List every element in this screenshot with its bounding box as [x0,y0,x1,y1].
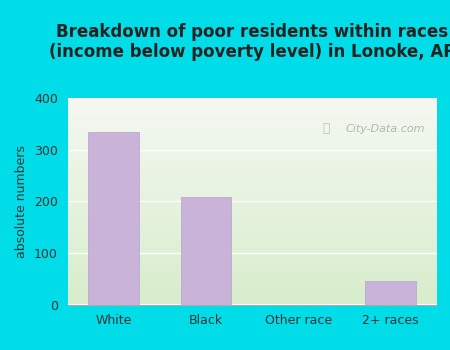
Text: City-Data.com: City-Data.com [346,124,425,134]
Bar [88,132,139,304]
Bar [180,197,231,304]
Bar [365,281,416,304]
Y-axis label: absolute numbers: absolute numbers [15,145,28,258]
Text: ⓘ: ⓘ [322,122,329,135]
Text: Breakdown of poor residents within races
(income below poverty level) in Lonoke,: Breakdown of poor residents within races… [49,23,450,61]
